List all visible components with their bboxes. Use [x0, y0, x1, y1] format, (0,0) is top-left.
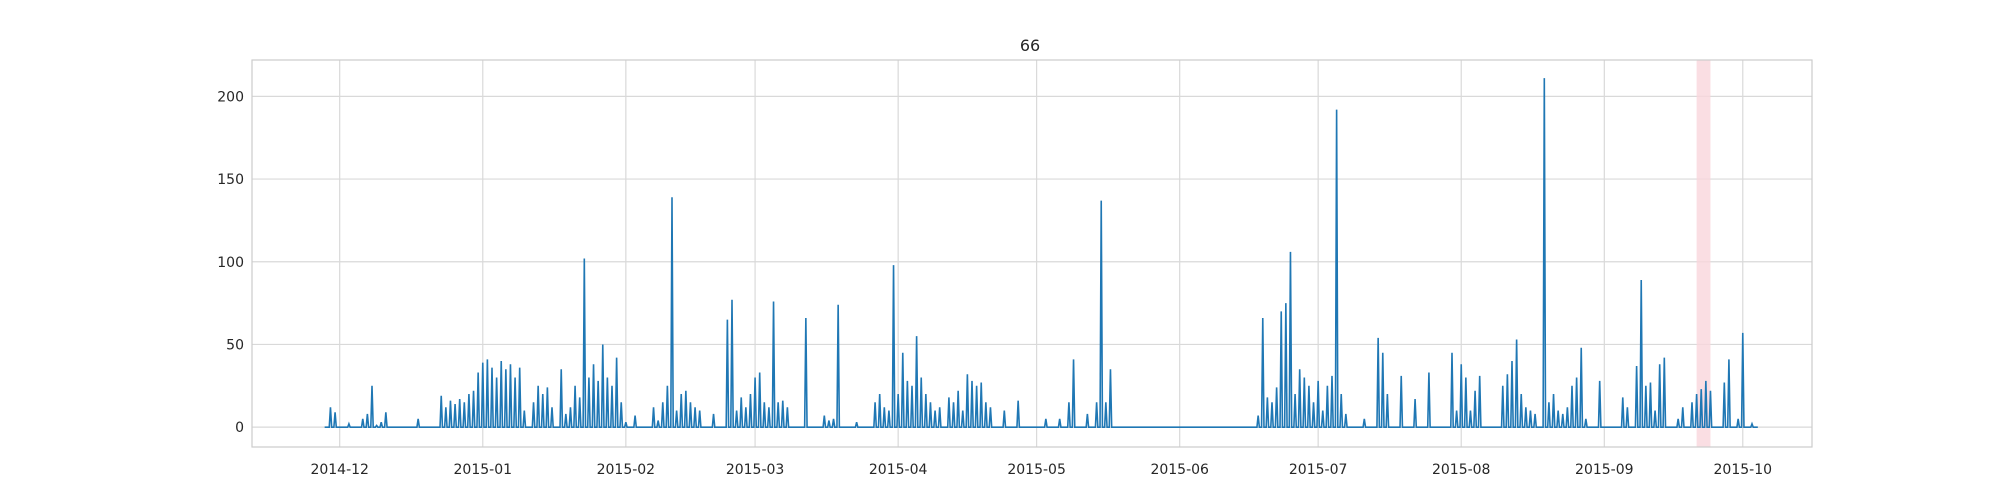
x-tick-label: 2015-03	[726, 462, 785, 478]
plot-background	[252, 60, 1812, 447]
y-tick-label: 100	[217, 255, 244, 271]
y-tick-label: 200	[217, 89, 244, 105]
y-tick-label: 150	[217, 172, 244, 188]
y-axis: 0 50 100 150 200	[217, 89, 244, 436]
x-tick-label: 2015-04	[869, 462, 928, 478]
y-tick-label: 0	[235, 420, 244, 436]
x-tick-label: 2015-08	[1432, 462, 1491, 478]
x-tick-label: 2015-09	[1575, 462, 1634, 478]
y-tick-label: 50	[226, 337, 244, 353]
x-tick-label: 2015-05	[1007, 462, 1066, 478]
plot-area	[252, 60, 1812, 447]
axes-border	[251, 59, 1813, 448]
x-tick-label: 2015-02	[597, 462, 656, 478]
highlight-span	[1696, 60, 1711, 447]
x-tick-label: 2015-01	[454, 462, 513, 478]
axes-frame	[251, 59, 1813, 448]
chart-title: 66	[1020, 36, 1040, 55]
x-tick-label: 2014-12	[310, 462, 369, 478]
x-axis: 2014-12 2015-01 2015-02 2015-03 2015-04 2015-…	[310, 462, 1772, 478]
series-group	[324, 78, 1758, 428]
x-tick-label: 2015-10	[1714, 462, 1773, 478]
highlight-span-rect	[1696, 60, 1711, 447]
x-tick-label: 2015-06	[1150, 462, 1209, 478]
x-tick-label: 2015-07	[1289, 462, 1348, 478]
